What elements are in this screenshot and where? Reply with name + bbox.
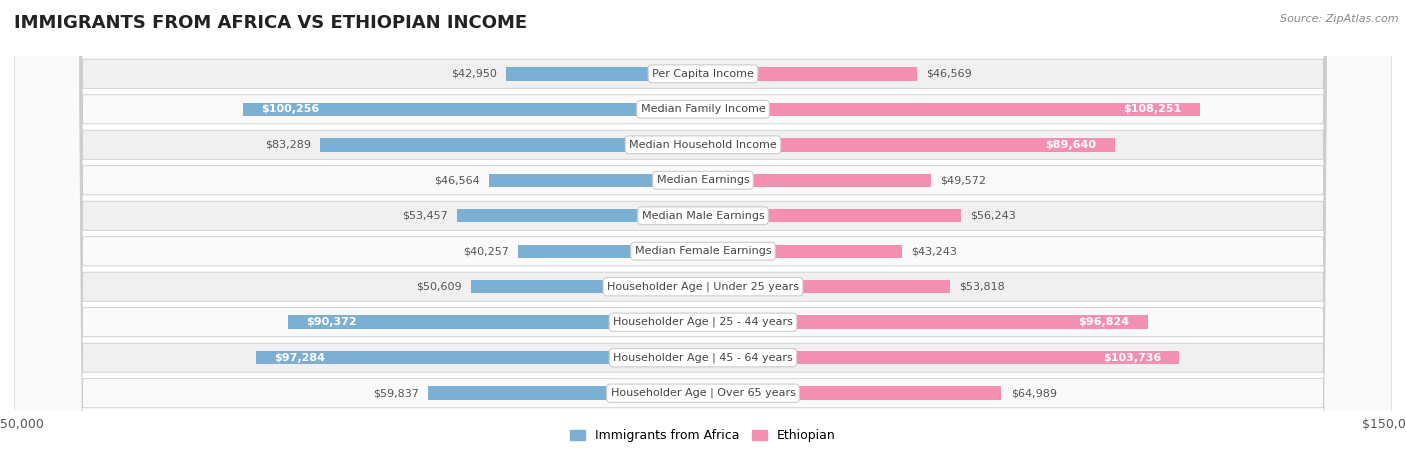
Text: $53,818: $53,818 [959,282,1005,292]
FancyBboxPatch shape [14,0,1392,467]
Text: Householder Age | 25 - 44 years: Householder Age | 25 - 44 years [613,317,793,327]
Text: $40,257: $40,257 [463,246,509,256]
Text: $83,289: $83,289 [266,140,311,150]
Bar [703,174,931,187]
Bar [506,67,703,80]
Text: $43,243: $43,243 [911,246,956,256]
Text: $90,372: $90,372 [307,317,357,327]
Text: $103,736: $103,736 [1102,353,1161,363]
Text: $89,640: $89,640 [1045,140,1097,150]
Bar [429,387,703,400]
Bar [703,351,1180,364]
FancyBboxPatch shape [14,0,1392,467]
Bar [517,245,703,258]
Text: $96,824: $96,824 [1078,317,1129,327]
Bar [703,280,950,293]
Text: $46,564: $46,564 [434,175,479,185]
Text: $50,609: $50,609 [416,282,461,292]
Bar [703,67,917,80]
Text: $49,572: $49,572 [939,175,986,185]
Text: $46,569: $46,569 [927,69,972,79]
Bar [703,209,962,222]
Text: Median Male Earnings: Median Male Earnings [641,211,765,221]
Text: $53,457: $53,457 [402,211,449,221]
Bar [703,103,1201,116]
Bar [256,351,703,364]
Text: $100,256: $100,256 [262,104,319,114]
Bar [703,316,1147,329]
Bar [489,174,703,187]
FancyBboxPatch shape [14,0,1392,467]
Text: Source: ZipAtlas.com: Source: ZipAtlas.com [1281,14,1399,24]
Legend: Immigrants from Africa, Ethiopian: Immigrants from Africa, Ethiopian [565,425,841,447]
Text: Householder Age | Under 25 years: Householder Age | Under 25 years [607,282,799,292]
Text: $59,837: $59,837 [373,388,419,398]
Bar [457,209,703,222]
Bar [703,387,1001,400]
Bar [288,316,703,329]
Text: $108,251: $108,251 [1123,104,1182,114]
Text: $64,989: $64,989 [1011,388,1057,398]
Text: Householder Age | Over 65 years: Householder Age | Over 65 years [610,388,796,398]
FancyBboxPatch shape [14,0,1392,467]
Text: Median Female Earnings: Median Female Earnings [634,246,772,256]
FancyBboxPatch shape [14,0,1392,467]
Bar [471,280,703,293]
Text: $42,950: $42,950 [451,69,496,79]
Bar [703,245,901,258]
Text: $97,284: $97,284 [274,353,326,363]
Bar [321,138,703,151]
Text: IMMIGRANTS FROM AFRICA VS ETHIOPIAN INCOME: IMMIGRANTS FROM AFRICA VS ETHIOPIAN INCO… [14,14,527,32]
Text: Per Capita Income: Per Capita Income [652,69,754,79]
Text: Median Household Income: Median Household Income [628,140,778,150]
Text: Median Family Income: Median Family Income [641,104,765,114]
FancyBboxPatch shape [14,0,1392,467]
FancyBboxPatch shape [14,0,1392,467]
FancyBboxPatch shape [14,0,1392,467]
Text: Median Earnings: Median Earnings [657,175,749,185]
Bar [703,138,1115,151]
Bar [242,103,703,116]
FancyBboxPatch shape [14,0,1392,467]
FancyBboxPatch shape [14,0,1392,467]
Text: $56,243: $56,243 [970,211,1017,221]
Text: Householder Age | 45 - 64 years: Householder Age | 45 - 64 years [613,353,793,363]
